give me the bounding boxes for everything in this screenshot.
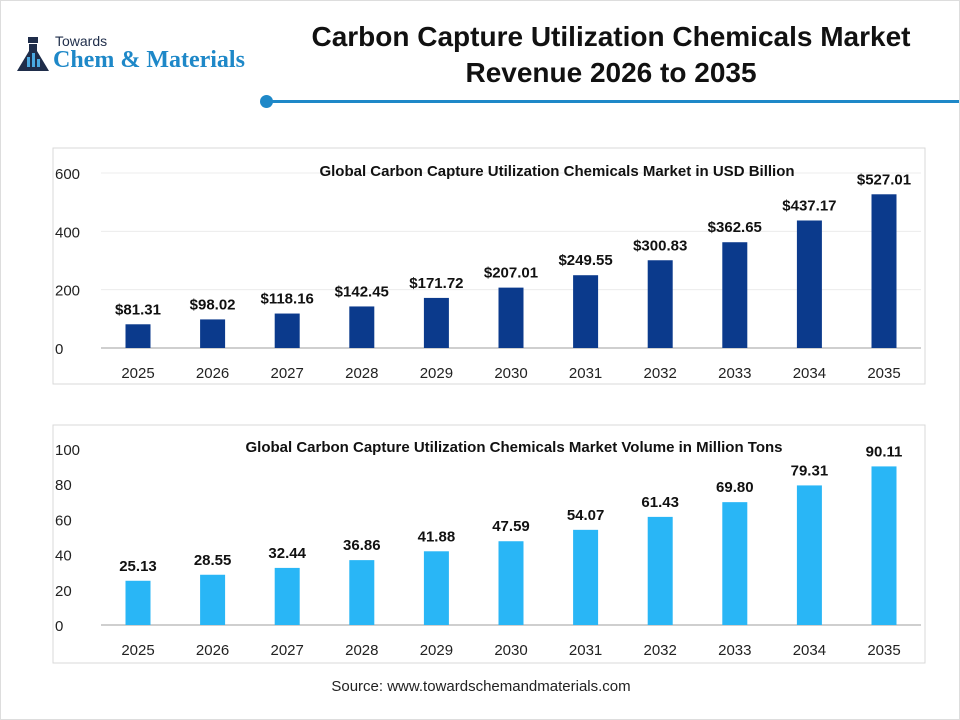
y-tick-label: 100 [55, 442, 80, 459]
y-tick-label: 40 [55, 548, 72, 565]
bar [349, 306, 375, 348]
chart-title: Global Carbon Capture Utilization Chemic… [319, 163, 794, 180]
data-label: 61.43 [641, 494, 679, 511]
bar [796, 220, 822, 348]
page-title: Carbon Capture Utilization Chemicals Mar… [261, 19, 959, 91]
bar [647, 260, 673, 348]
bar [274, 313, 300, 348]
data-label: $98.02 [190, 296, 236, 313]
bar [423, 551, 449, 625]
x-tick-label: 2025 [121, 365, 154, 382]
flask-icon [17, 37, 49, 71]
x-tick-label: 2028 [345, 642, 378, 659]
bar [498, 287, 524, 348]
logo-top-text: Towards [55, 33, 108, 49]
bar [871, 194, 897, 348]
source-text: Source: www.towardschemandmaterials.com [331, 678, 631, 695]
x-tick-label: 2034 [793, 365, 826, 382]
x-tick-label: 2035 [867, 365, 900, 382]
x-tick-label: 2031 [569, 642, 602, 659]
chart-2: 0 20 40 60 80 100 Global Carbon Capture Utiliz… [52, 424, 926, 664]
bar [423, 297, 449, 348]
x-tick-label: 2032 [644, 642, 677, 659]
y-tick-label: 200 [55, 283, 80, 300]
data-label: 69.80 [716, 479, 754, 496]
x-tick-label: 2033 [718, 642, 751, 659]
y-tick-label: 400 [55, 224, 80, 241]
x-tick-label: 2027 [271, 642, 304, 659]
data-label: 79.31 [791, 462, 829, 479]
x-tick-label: 2033 [718, 365, 751, 382]
data-label: $437.17 [782, 197, 836, 214]
y-tick-label: 0 [55, 341, 63, 358]
bar [498, 541, 524, 625]
data-label: $249.55 [558, 252, 612, 269]
bar [647, 516, 673, 625]
data-label: $118.16 [260, 291, 313, 308]
bar [871, 466, 897, 625]
bar [349, 560, 375, 625]
bar [200, 319, 226, 348]
y-tick-label: 0 [55, 618, 63, 635]
data-label: 36.86 [343, 537, 381, 554]
data-label: 41.88 [418, 528, 456, 545]
x-tick-label: 2029 [420, 642, 453, 659]
bar [796, 485, 822, 625]
x-tick-label: 2032 [644, 365, 677, 382]
bar [573, 275, 599, 348]
x-tick-label: 2034 [793, 642, 826, 659]
bar [125, 580, 151, 625]
data-label: $362.65 [708, 219, 762, 236]
data-label: 25.13 [119, 558, 157, 575]
data-label: $81.31 [115, 301, 161, 318]
logo-main-text: Chem & Materials [53, 47, 245, 73]
data-label: $142.45 [335, 283, 389, 300]
x-tick-label: 2027 [271, 365, 304, 382]
bar [573, 529, 599, 625]
x-tick-label: 2030 [494, 642, 527, 659]
divider-dot [260, 95, 273, 108]
x-tick-label: 2026 [196, 642, 229, 659]
data-label: $300.83 [633, 237, 687, 254]
x-tick-label: 2035 [867, 642, 900, 659]
chart-frame [52, 147, 926, 385]
bar [722, 242, 748, 348]
title-line-1: Carbon Capture Utilization Chemicals Mar… [311, 21, 911, 52]
x-tick-label: 2030 [494, 365, 527, 382]
chart-frame [52, 424, 926, 664]
y-tick-label: 600 [55, 166, 80, 183]
x-tick-label: 2026 [196, 365, 229, 382]
chart-1: 0 200 400 600 Global Carbon Capture Utilizat… [52, 147, 926, 385]
data-label: 90.11 [866, 443, 903, 460]
data-label: 54.07 [567, 507, 605, 524]
x-tick-label: 2028 [345, 365, 378, 382]
y-tick-label: 80 [55, 477, 72, 494]
data-label: $171.72 [409, 275, 463, 292]
data-label: 47.59 [492, 518, 530, 535]
data-label: 28.55 [194, 552, 232, 569]
data-label: $527.01 [857, 171, 911, 188]
bar [200, 574, 226, 625]
divider-line [267, 100, 959, 103]
bar [125, 324, 151, 348]
chart-title: Global Carbon Capture Utilization Chemic… [245, 439, 782, 456]
data-label: $207.01 [484, 265, 538, 282]
bar [274, 567, 300, 625]
x-tick-label: 2025 [121, 642, 154, 659]
y-tick-label: 20 [55, 583, 72, 600]
bar [722, 502, 748, 625]
x-tick-label: 2029 [420, 365, 453, 382]
y-tick-label: 60 [55, 512, 72, 529]
title-line-2: Revenue 2026 to 2035 [465, 57, 757, 88]
x-tick-label: 2031 [569, 365, 602, 382]
data-label: 32.44 [268, 545, 306, 562]
